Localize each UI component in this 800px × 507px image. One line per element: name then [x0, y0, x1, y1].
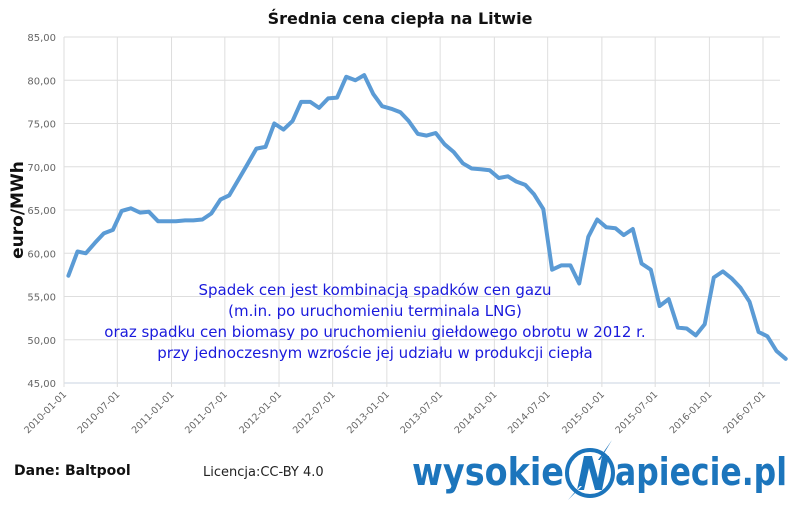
x-tick-label: 2016-07-01	[721, 389, 768, 436]
y-axis-ticks: 45,00 50,00 55,00 60,00 65,00 70,00 75,00 80,00…	[27, 33, 56, 390]
y-axis-label: euro/MWh	[8, 161, 28, 259]
y-tick-label: 80,00	[27, 76, 56, 87]
annotation-line: Spadek cen jest kombinacją spadków cen g…	[198, 281, 552, 299]
data-source: Dane: Baltpool	[14, 463, 131, 479]
x-tick-label: 2010-01-01	[22, 389, 69, 436]
y-tick-label: 60,00	[27, 249, 56, 260]
y-tick-label: 85,00	[27, 33, 56, 44]
y-tick-label: 75,00	[27, 120, 56, 131]
annotation-line: oraz spadku cen biomasy po uruchomieniu …	[104, 323, 646, 341]
x-tick-label: 2015-07-01	[613, 389, 660, 436]
logo-lightning-icon	[565, 448, 615, 498]
chart-annotation: Spadek cen jest kombinacją spadków cen g…	[60, 280, 690, 364]
svg-text:apiecie.pl: apiecie.pl	[615, 450, 787, 494]
gridlines	[63, 36, 780, 387]
x-tick-label: 2012-07-01	[291, 389, 338, 436]
x-tick-label: 2011-01-01	[130, 389, 177, 436]
x-tick-label: 2011-07-01	[183, 389, 230, 436]
x-tick-label: 2010-07-01	[76, 389, 123, 436]
chart-title: Średnia cena ciepła na Litwie	[267, 9, 533, 28]
brand-logo: wysokie apiecie.pl	[412, 440, 787, 500]
x-tick-label: 2012-01-01	[237, 389, 284, 436]
y-tick-label: 65,00	[27, 206, 56, 217]
x-tick-label: 2014-01-01	[453, 389, 500, 436]
svg-text:wysokie: wysokie	[412, 450, 564, 494]
y-tick-label: 45,00	[27, 379, 56, 390]
x-tick-label: 2015-01-01	[560, 389, 607, 436]
x-axis-ticks: 2010-01-01 2010-07-01 2011-01-01 2011-07-01…	[22, 389, 768, 436]
license-text: Licencja:CC-BY 4.0	[203, 465, 324, 480]
annotation-line: przy jednoczesnym wzroście jej udziału w…	[157, 344, 593, 362]
x-tick-label: 2014-07-01	[506, 389, 553, 436]
y-tick-label: 70,00	[27, 163, 56, 174]
y-tick-label: 55,00	[27, 293, 56, 304]
x-tick-label: 2013-01-01	[345, 389, 392, 436]
x-tick-label: 2016-01-01	[668, 389, 715, 436]
x-tick-label: 2013-07-01	[398, 389, 445, 436]
annotation-line: (m.in. po uruchomieniu terminala LNG)	[228, 302, 522, 320]
y-tick-label: 50,00	[27, 336, 56, 347]
data-points	[68, 74, 786, 359]
